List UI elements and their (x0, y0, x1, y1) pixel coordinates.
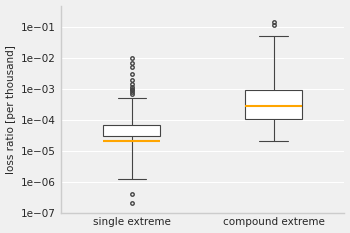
PathPatch shape (245, 90, 302, 119)
PathPatch shape (103, 125, 160, 136)
Y-axis label: loss ratio [per thousand]: loss ratio [per thousand] (6, 45, 15, 174)
